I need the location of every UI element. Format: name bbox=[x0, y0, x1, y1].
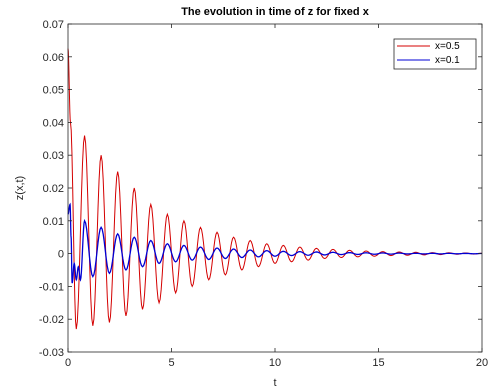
legend-label-x05: x=0.5 bbox=[435, 41, 460, 52]
series-line-x01 bbox=[67, 202, 483, 284]
axes-layer: 0 5 10 15 20 -0.03 -0.02 -0.01 0 0.01 0.02 0.03 0.04… bbox=[39, 19, 488, 369]
chart-title: The evolution in time of z for fixed x bbox=[181, 6, 370, 18]
x-tick-label: 5 bbox=[168, 357, 174, 369]
x-axis-label: t bbox=[273, 377, 276, 389]
y-tick-label: 0.03 bbox=[43, 150, 64, 162]
y-axis-label: z(x,t) bbox=[14, 176, 26, 200]
y-tick-label: 0 bbox=[58, 249, 64, 261]
y-tick-label: -0.02 bbox=[39, 314, 64, 326]
y-tick-label: 0.07 bbox=[43, 19, 64, 31]
y-tick-label: 0.06 bbox=[43, 52, 64, 64]
y-tick-label: -0.03 bbox=[39, 347, 64, 359]
legend: x=0.5 x=0.1 bbox=[393, 38, 477, 70]
y-tick-label: 0.05 bbox=[43, 85, 64, 97]
x-tick-label: 10 bbox=[269, 357, 281, 369]
legend-label-x01: x=0.1 bbox=[435, 55, 460, 66]
y-tick-label: -0.01 bbox=[39, 281, 64, 293]
y-tick-label: 0.01 bbox=[43, 216, 64, 228]
x-tick-label: 20 bbox=[476, 357, 488, 369]
series-layer bbox=[67, 48, 483, 330]
x-tick-label: 15 bbox=[372, 357, 384, 369]
y-tick-label: 0.04 bbox=[43, 117, 64, 129]
y-tick-label: 0.02 bbox=[43, 183, 64, 195]
legend-box bbox=[393, 38, 477, 70]
plot-area bbox=[68, 24, 482, 352]
x-tick-label: 0 bbox=[65, 357, 71, 369]
